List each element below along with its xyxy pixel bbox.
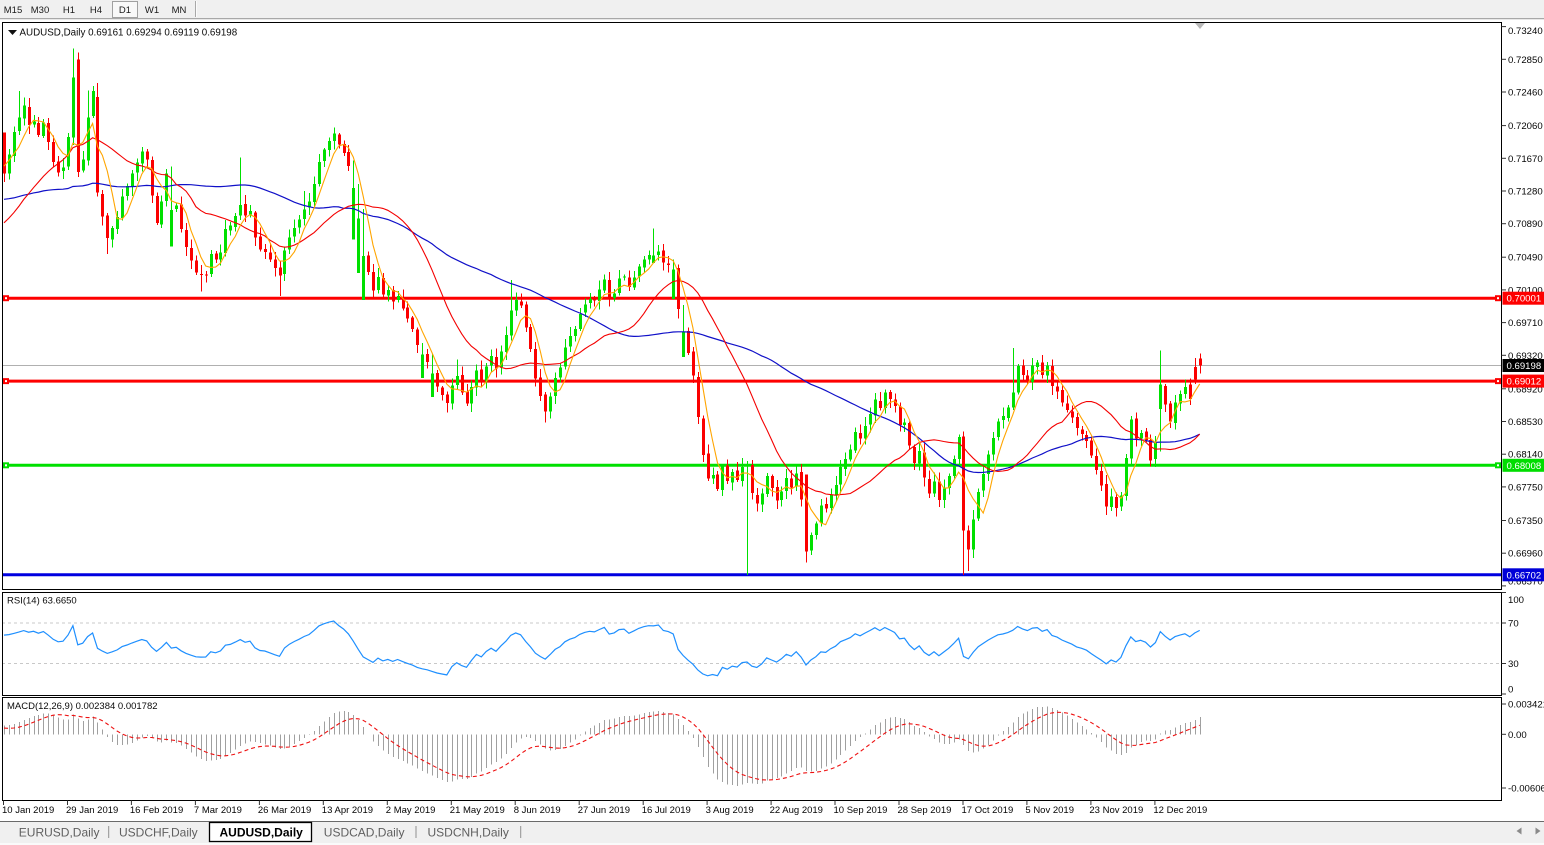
svg-text:0.68530: 0.68530 [1508,417,1543,428]
svg-text:0.69710: 0.69710 [1508,318,1543,329]
svg-text:M30: M30 [31,5,49,16]
svg-text:0.69320: 0.69320 [1508,351,1543,362]
svg-text:MACD(12,26,9) 0.002384 0.00178: MACD(12,26,9) 0.002384 0.001782 [7,701,158,712]
svg-text:H4: H4 [90,5,102,16]
svg-text:12 Dec 2019: 12 Dec 2019 [1153,805,1207,816]
svg-text:13 Apr 2019: 13 Apr 2019 [322,805,373,816]
svg-text:0: 0 [1508,685,1513,696]
svg-text:USDCHF,Daily: USDCHF,Daily [119,826,198,840]
svg-text:0.71670: 0.71670 [1508,154,1543,165]
svg-text:EURUSD,Daily: EURUSD,Daily [19,826,100,840]
svg-text:0.68008: 0.68008 [1507,461,1542,472]
svg-text:0.72850: 0.72850 [1508,55,1543,66]
svg-text:USDCAD,Daily: USDCAD,Daily [324,826,405,840]
svg-text:AUDUSD,Daily 0.69161 0.69294: AUDUSD,Daily 0.69161 0.69294 0.69119 0.6… [20,28,238,39]
svg-text:8 Jun 2019: 8 Jun 2019 [514,805,561,816]
svg-text:0.66570: 0.66570 [1508,577,1543,588]
svg-text:30: 30 [1508,659,1519,670]
svg-text:0.72460: 0.72460 [1508,88,1543,99]
svg-text:0.70100: 0.70100 [1508,285,1543,296]
svg-text:0.69198: 0.69198 [1507,361,1542,372]
svg-text:MN: MN [172,5,187,16]
svg-text:0.73240: 0.73240 [1508,26,1543,37]
svg-text:29 Jan 2019: 29 Jan 2019 [66,805,118,816]
svg-text:0.67750: 0.67750 [1508,482,1543,493]
svg-text:0.69012: 0.69012 [1507,377,1542,388]
svg-text:16 Feb 2019: 16 Feb 2019 [130,805,183,816]
svg-text:21 May 2019: 21 May 2019 [450,805,505,816]
svg-text:W1: W1 [145,5,159,16]
svg-text:0.70001: 0.70001 [1507,294,1542,305]
svg-text:17 Oct 2019: 17 Oct 2019 [962,805,1014,816]
svg-text:28 Sep 2019: 28 Sep 2019 [898,805,952,816]
svg-text:AUDUSD,Daily: AUDUSD,Daily [220,826,304,840]
svg-text:0.003421: 0.003421 [1508,700,1544,711]
svg-text:-0.006069: -0.006069 [1508,784,1544,795]
svg-text:10 Sep 2019: 10 Sep 2019 [834,805,888,816]
svg-text:0.70490: 0.70490 [1508,253,1543,264]
svg-text:0.71280: 0.71280 [1508,187,1543,198]
svg-text:0.68920: 0.68920 [1508,384,1543,395]
svg-text:16 Jul 2019: 16 Jul 2019 [642,805,691,816]
svg-text:0.00: 0.00 [1508,730,1527,741]
svg-text:0.70890: 0.70890 [1508,219,1543,230]
svg-text:70: 70 [1508,619,1519,630]
svg-text:M15: M15 [4,5,22,16]
svg-text:2 May 2019: 2 May 2019 [386,805,436,816]
svg-text:0.68140: 0.68140 [1508,450,1543,461]
svg-text:RSI(14) 63.6650: RSI(14) 63.6650 [7,596,77,607]
svg-text:26 Mar 2019: 26 Mar 2019 [258,805,311,816]
svg-text:0.66960: 0.66960 [1508,549,1543,560]
svg-text:D1: D1 [119,5,131,16]
svg-text:0.66702: 0.66702 [1507,570,1542,581]
svg-text:100: 100 [1508,595,1524,606]
svg-text:0.72060: 0.72060 [1508,121,1543,132]
svg-text:7 Mar 2019: 7 Mar 2019 [194,805,242,816]
svg-text:USDCNH,Daily: USDCNH,Daily [428,826,509,840]
svg-text:5 Nov 2019: 5 Nov 2019 [1025,805,1074,816]
svg-text:0.67350: 0.67350 [1508,516,1543,527]
svg-text:23 Nov 2019: 23 Nov 2019 [1089,805,1143,816]
svg-text:22 Aug 2019: 22 Aug 2019 [770,805,823,816]
svg-text:3 Aug 2019: 3 Aug 2019 [706,805,754,816]
svg-text:27 Jun 2019: 27 Jun 2019 [578,805,630,816]
svg-text:H1: H1 [63,5,75,16]
svg-text:10 Jan 2019: 10 Jan 2019 [2,805,54,816]
